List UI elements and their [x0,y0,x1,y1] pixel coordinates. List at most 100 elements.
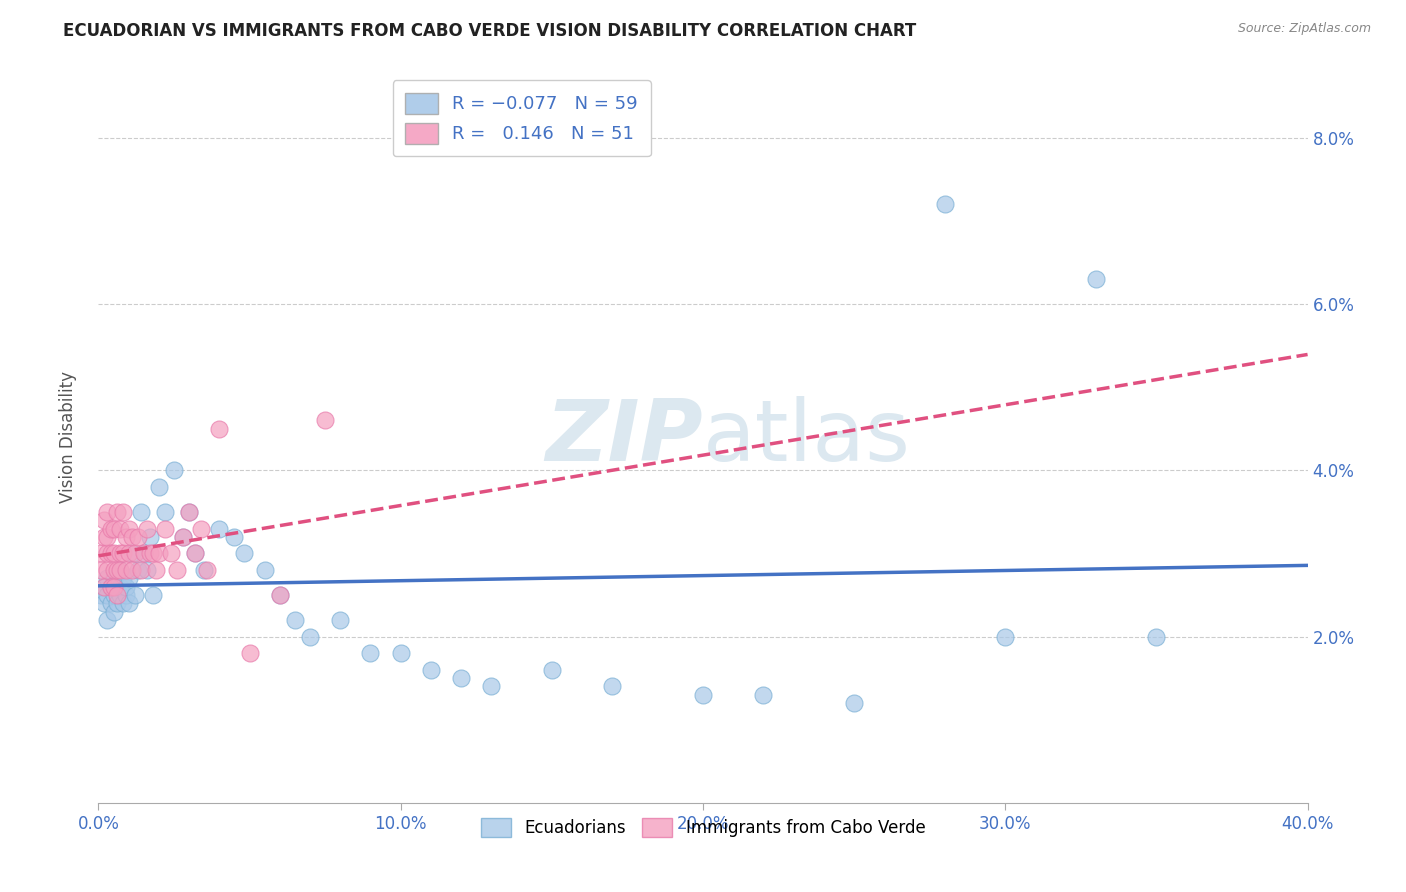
Point [844,696,866,710]
Point [103,580,125,594]
Point [172,530,194,544]
Point [103,571,125,585]
Point [389,646,412,660]
Point [103,546,125,560]
Point [108,580,131,594]
Point [142,546,165,560]
Point [103,521,125,535]
Point [329,613,352,627]
Point [103,605,125,619]
Point [96,613,118,627]
Point [96,563,118,577]
Point [96,571,118,585]
Point [124,588,146,602]
Point [105,505,128,519]
Y-axis label: Vision Disability: Vision Disability [59,371,77,503]
Point [190,521,212,535]
Point [129,563,152,577]
Point [114,563,136,577]
Point [111,505,134,519]
Point [124,546,146,560]
Point [420,663,443,677]
Point [193,563,215,577]
Point [481,680,503,694]
Text: ECUADORIAN VS IMMIGRANTS FROM CABO VERDE VISION DISABILITY CORRELATION CHART: ECUADORIAN VS IMMIGRANTS FROM CABO VERDE… [63,22,917,40]
Text: ZIP: ZIP [546,395,703,479]
Point [139,530,162,544]
Point [1144,630,1167,644]
Point [752,688,775,702]
Point [994,630,1017,644]
Point [934,197,956,211]
Point [108,563,131,577]
Text: Source: ZipAtlas.com: Source: ZipAtlas.com [1237,22,1371,36]
Point [184,546,207,560]
Point [540,663,562,677]
Point [93,513,115,527]
Point [111,546,134,560]
Point [450,671,472,685]
Point [179,505,201,519]
Point [163,463,186,477]
Point [93,580,115,594]
Point [96,530,118,544]
Point [1085,272,1108,286]
Point [90,588,112,602]
Point [148,480,170,494]
Point [118,571,141,585]
Point [184,546,207,560]
Point [121,563,143,577]
Point [121,546,143,560]
Point [108,563,131,577]
Point [179,505,201,519]
Point [135,563,157,577]
Point [269,588,291,602]
Point [314,413,336,427]
Point [108,546,131,560]
Point [100,580,122,594]
Point [166,563,188,577]
Point [253,563,276,577]
Point [93,580,115,594]
Point [93,596,115,610]
Point [269,588,291,602]
Point [118,596,141,610]
Point [105,588,128,602]
Point [118,521,141,535]
Point [90,563,112,577]
Point [105,563,128,577]
Point [108,521,131,535]
Point [602,680,624,694]
Point [127,530,149,544]
Point [239,646,262,660]
Point [153,505,176,519]
Point [129,505,152,519]
Point [148,546,170,560]
Point [132,546,155,560]
Point [208,422,231,436]
Point [103,563,125,577]
Point [132,546,155,560]
Point [100,580,122,594]
Point [96,588,118,602]
Point [153,521,176,535]
Point [284,613,307,627]
Legend: Ecuadorians, Immigrants from Cabo Verde: Ecuadorians, Immigrants from Cabo Verde [472,810,934,846]
Point [224,530,246,544]
Point [118,546,141,560]
Point [103,588,125,602]
Point [108,588,131,602]
Point [232,546,254,560]
Point [135,521,157,535]
Point [195,563,218,577]
Point [114,588,136,602]
Point [100,596,122,610]
Point [208,521,231,535]
Point [142,588,165,602]
Point [160,546,183,560]
Point [105,596,128,610]
Point [114,530,136,544]
Point [100,521,122,535]
Point [96,505,118,519]
Point [360,646,382,660]
